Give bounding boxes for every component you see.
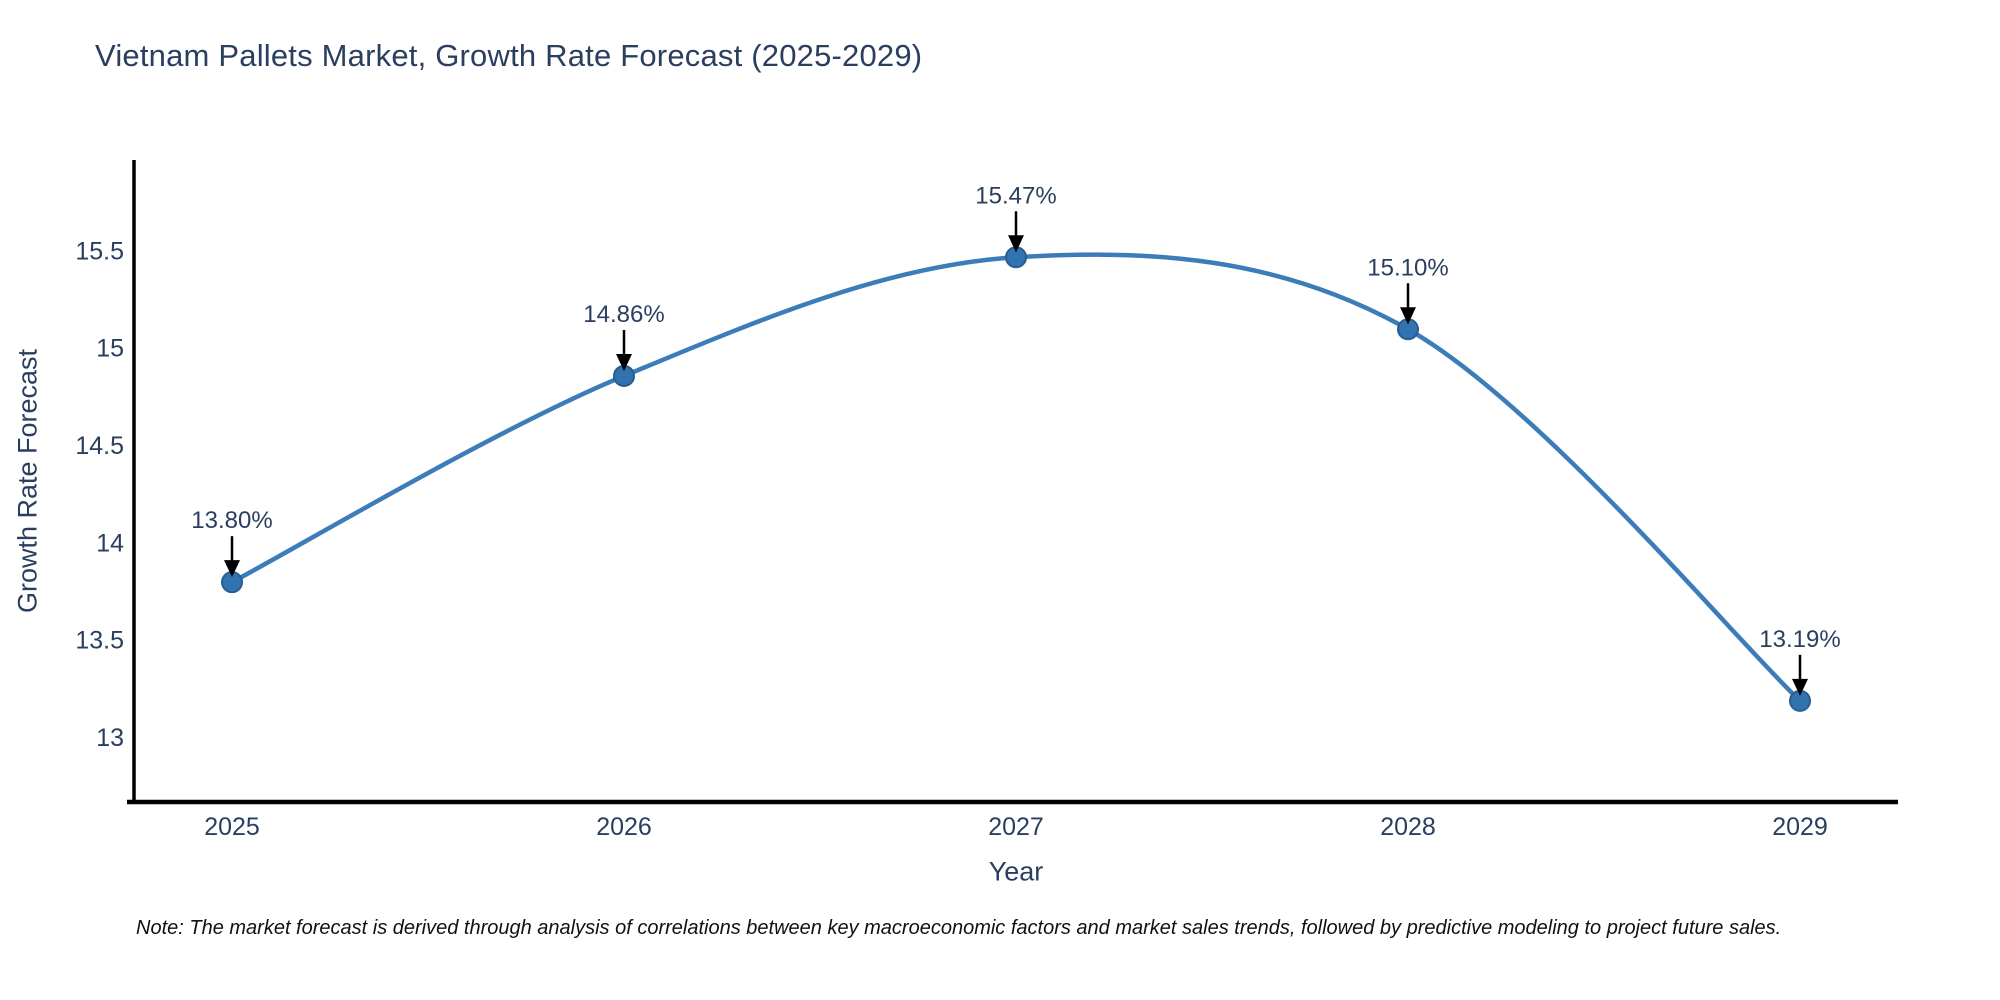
y-tick-label: 15.5 (75, 237, 124, 265)
x-tick-label: 2027 (988, 813, 1044, 841)
annotation-arrowhead-icon (224, 560, 240, 578)
point-annotation: 14.86% (583, 301, 664, 328)
point-annotation: 13.80% (191, 507, 272, 534)
y-tick-label: 15 (96, 335, 124, 363)
point-annotation: 15.10% (1367, 254, 1448, 281)
series-line (229, 252, 1803, 704)
x-tick-label: 2025 (204, 813, 260, 841)
x-tick-label: 2028 (1380, 813, 1436, 841)
annotation-arrowhead-icon (1792, 678, 1808, 696)
annotation-arrowhead-icon (616, 353, 632, 371)
y-tick-label: 14.5 (75, 432, 124, 460)
y-tick-label: 14 (96, 529, 124, 557)
footnote: Note: The market forecast is derived thr… (136, 917, 1782, 939)
point-annotation: 13.19% (1759, 626, 1840, 653)
annotation-arrowhead-icon (1008, 235, 1024, 253)
x-axis-title: Year (988, 856, 1044, 887)
y-tick-label: 13 (96, 724, 124, 752)
y-axis-title: Growth Rate Forecast (12, 348, 43, 614)
x-tick-label: 2026 (596, 813, 652, 841)
y-tick-label: 13.5 (75, 627, 124, 655)
annotation-arrowhead-icon (1400, 307, 1416, 325)
x-tick-label: 2029 (1772, 813, 1828, 841)
point-annotation: 15.47% (975, 182, 1056, 209)
chart-title: Vietnam Pallets Market, Growth Rate Fore… (95, 38, 923, 73)
